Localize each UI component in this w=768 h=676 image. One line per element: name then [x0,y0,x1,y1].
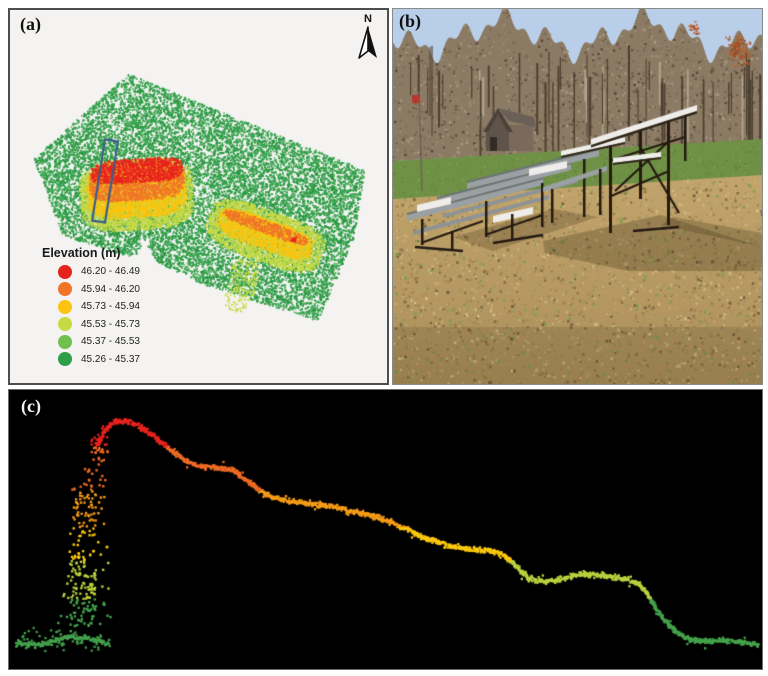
legend-row: 45.37 - 45.53 [42,333,140,351]
elevation-profile-canvas [9,390,762,669]
legend-label: 46.20 - 46.49 [81,266,140,278]
legend-swatch [58,282,72,297]
panel-b-label: (b) [399,11,421,31]
panel-a-map: (a) N Elevation (m) 46.20 - 46.49 45.94 -… [8,8,389,385]
north-label: N [364,13,372,25]
legend-row: 45.73 - 45.94 [42,298,140,316]
legend-label: 45.26 - 45.37 [81,353,140,365]
panel-c-label: (c) [21,396,41,416]
legend-label: 45.53 - 45.73 [81,318,140,330]
legend-label: 45.94 - 46.20 [81,283,140,295]
bleachers-photo-canvas [393,9,762,384]
legend-swatch [58,264,72,279]
elevation-legend: Elevation (m) 46.20 - 46.49 45.94 - 46.20… [42,246,140,368]
legend-swatch [58,334,72,349]
legend-title: Elevation (m) [42,246,121,260]
legend-label: 45.73 - 45.94 [81,301,140,313]
panel-a-label: (a) [20,14,41,34]
legend-swatch [58,352,72,367]
legend-row: 45.26 - 45.37 [42,351,140,369]
legend-swatch [58,317,72,332]
panel-c-profile: (c) [8,389,763,670]
north-arrow-icon [358,26,377,59]
legend-row: 46.20 - 46.49 [42,263,140,281]
point-cloud-map-canvas [10,10,387,383]
legend-swatch [58,299,72,314]
legend-rows: 46.20 - 46.49 45.94 - 46.20 45.73 - 45.94 4… [42,263,140,368]
panel-b-photo: (b) [392,8,763,385]
legend-row: 45.94 - 46.20 [42,281,140,299]
north-arrow: N [354,14,382,66]
legend-row: 45.53 - 45.73 [42,316,140,334]
legend-label: 45.37 - 45.53 [81,336,140,348]
